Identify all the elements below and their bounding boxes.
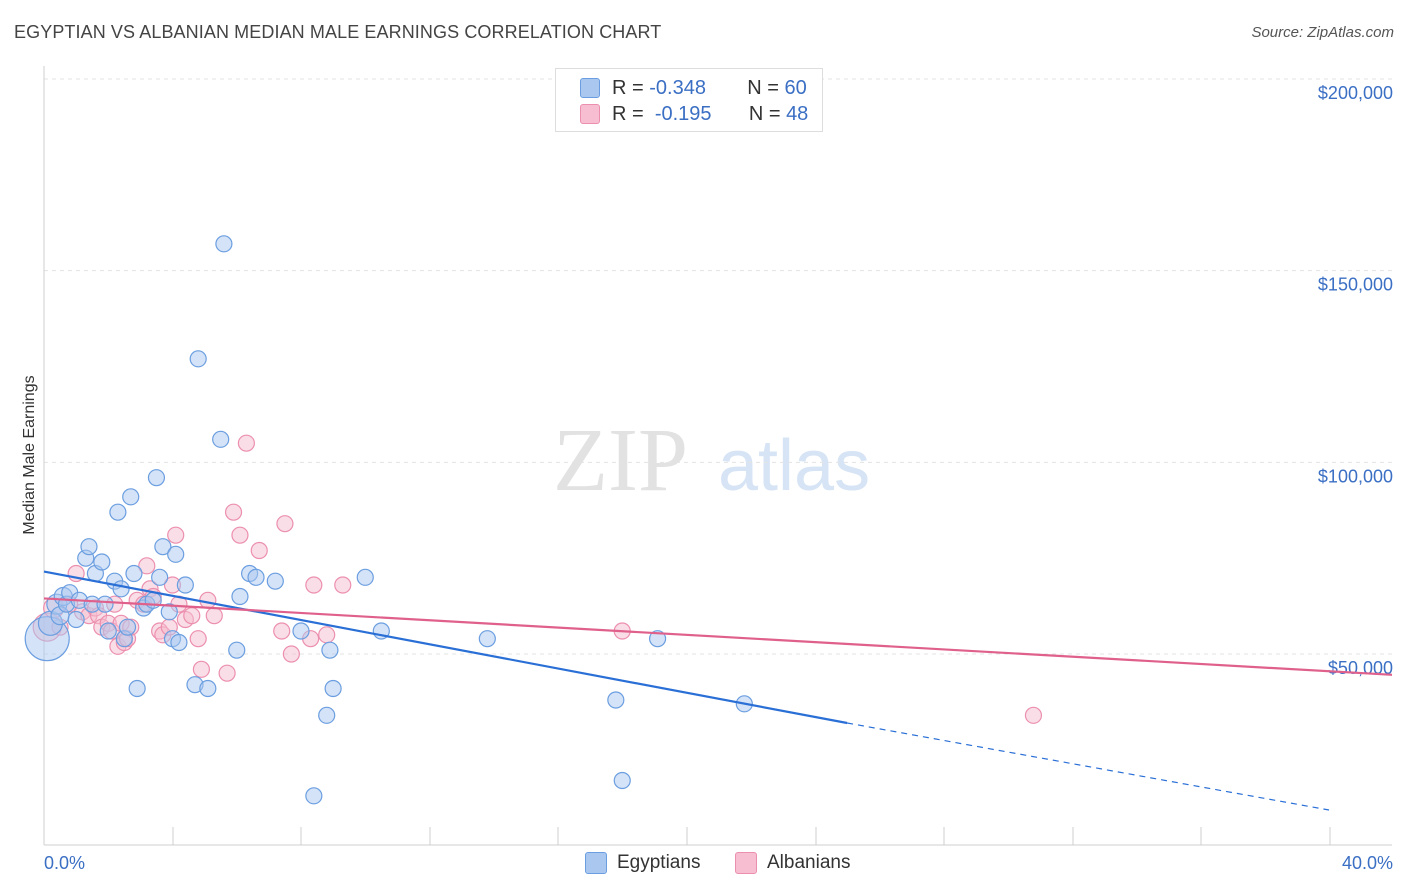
legend-row-egyptians: R = -0.348 N = 60 (580, 76, 807, 100)
egyptians-point (170, 633, 188, 652)
egyptians-legend-swatch (585, 852, 607, 874)
x-ticks (43, 827, 1331, 845)
egyptians-point (125, 564, 143, 583)
albanians-trend-line (43, 597, 1393, 676)
legend-egyptians[interactable]: Egyptians (585, 852, 700, 874)
stats-legend: R = -0.348 N = 60 R = -0.195 N = 48 (555, 68, 823, 132)
egyptians-point (613, 771, 631, 790)
egyptians-point (67, 610, 85, 629)
y-tick-label: $150,000 (1318, 275, 1393, 295)
egyptians-r-value: -0.348 (649, 76, 706, 99)
albanians-point (1024, 706, 1043, 724)
egyptians-point (321, 641, 339, 659)
egyptians-point (167, 545, 185, 563)
egyptians-point (151, 568, 169, 586)
albanians-point (305, 576, 323, 594)
egyptians-points (24, 235, 753, 805)
egyptians-legend-label: Egyptians (617, 852, 701, 873)
albanians-legend-label: Albanians (767, 852, 851, 873)
egyptians-point (160, 603, 178, 621)
y-tick-label: $100,000 (1318, 466, 1393, 486)
watermark-atlas: atlas (718, 426, 870, 506)
egyptians-point (80, 538, 98, 556)
albanians-point (318, 626, 336, 644)
n-label: N = (748, 102, 781, 125)
legend-row-albanians: R = -0.195 N = 48 (580, 102, 808, 126)
egyptians-point (648, 630, 667, 648)
egyptians-point (247, 568, 265, 586)
egyptians-point (118, 618, 137, 636)
n-label: N = (747, 76, 779, 99)
albanians-point (205, 607, 223, 625)
egyptians-point (154, 538, 172, 556)
r-label: R = (612, 76, 644, 99)
albanians-point (273, 622, 291, 640)
albanians-point (231, 526, 249, 544)
albanians-point (218, 664, 236, 682)
albanians-point (334, 576, 352, 594)
albanians-point (192, 660, 211, 678)
albanians-point (250, 541, 268, 560)
r-label: R = (612, 102, 644, 125)
albanians-r-value: -0.195 (654, 102, 712, 125)
albanians-point (282, 645, 300, 663)
egyptians-point (478, 630, 496, 648)
egyptians-point (99, 622, 117, 640)
egyptians-point (109, 503, 127, 521)
egyptians-point (176, 576, 194, 594)
egyptians-trend-line (43, 570, 848, 725)
egyptians-point (318, 706, 336, 724)
albanians-point (224, 503, 243, 521)
egyptians-point (212, 430, 230, 448)
y-axis-label: Median Male Earnings (21, 375, 38, 534)
y-tick-label: $200,000 (1318, 83, 1393, 103)
egyptians-point (112, 580, 130, 598)
egyptians-point (266, 572, 284, 590)
chart-title: EGYPTIAN VS ALBANIAN MEDIAN MALE EARNING… (14, 22, 662, 42)
albanians-point (183, 607, 201, 625)
egyptians-point (292, 622, 310, 640)
egyptians-point (93, 553, 111, 571)
x-tick-label-min: 0.0% (44, 853, 85, 873)
axes (43, 66, 1392, 846)
albanians-n-value: 48 (786, 102, 809, 125)
x-tick-label-max: 40.0% (1342, 853, 1393, 873)
albanians-swatch (580, 104, 600, 124)
egyptians-swatch (580, 78, 600, 98)
egyptians-n-value: 60 (784, 76, 807, 99)
watermark-zip: ZIP (553, 411, 688, 510)
egyptians-point (324, 679, 342, 698)
egyptians-point (231, 587, 249, 606)
egyptians-point (356, 568, 374, 586)
egyptians-point (199, 679, 217, 698)
egyptians-point (128, 679, 146, 698)
albanians-point (167, 526, 185, 544)
egyptians-point (215, 235, 233, 253)
albanians-point (237, 434, 255, 452)
albanians-point (138, 557, 156, 575)
egyptians-point (96, 595, 114, 613)
egyptians-point (122, 488, 140, 506)
egyptians-point (228, 641, 246, 659)
albanians-point (276, 515, 294, 533)
albanians-point (189, 630, 207, 648)
trend-lines (43, 570, 1393, 811)
source-label: Source: ZipAtlas.com (1251, 24, 1394, 41)
egyptians-point (607, 691, 625, 709)
egyptians-trend-extension (847, 722, 1330, 811)
y-tick-labels: $50,000$100,000$150,000$200,000 (1318, 83, 1393, 678)
egyptians-point (189, 350, 207, 368)
egyptians-point (147, 469, 166, 487)
albanians-legend-swatch (735, 852, 757, 874)
egyptians-point (305, 787, 323, 805)
legend-albanians[interactable]: Albanians (735, 852, 850, 874)
